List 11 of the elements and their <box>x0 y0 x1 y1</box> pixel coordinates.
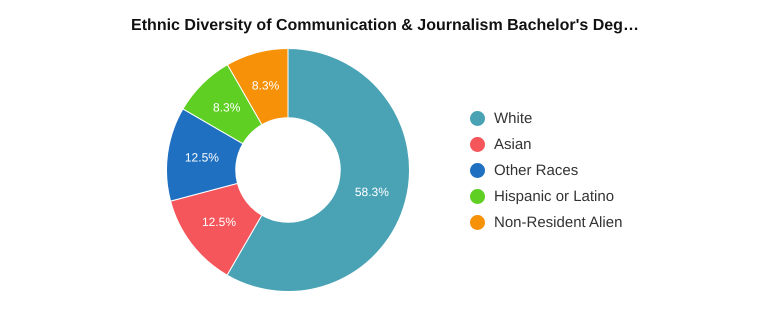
data-label: 8.3% <box>252 78 280 92</box>
data-label: 58.3% <box>354 184 390 199</box>
legend-label: Hispanic or Latino <box>494 188 614 204</box>
legend-label: Asian <box>494 136 532 152</box>
legend-label: Other Races <box>494 162 578 178</box>
chart-title: Ethnic Diversity of Communication & Journalism Bachelor's Deg… <box>130 17 640 35</box>
legend-label: Non-Resident Alien <box>494 214 622 230</box>
legend-label: White <box>494 110 532 126</box>
data-label: 8.3% <box>213 100 241 115</box>
data-label: 12.5% <box>202 215 236 230</box>
data-label: 12.5% <box>184 150 220 165</box>
